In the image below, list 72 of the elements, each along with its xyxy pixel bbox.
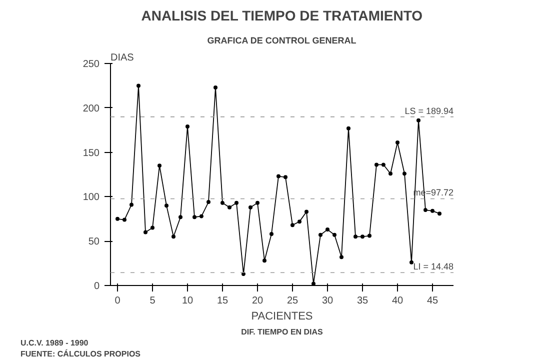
point [220,200,224,205]
point [262,258,266,263]
point [164,204,168,208]
ref-line-label: LS = 189.94 [404,106,454,116]
point [214,85,218,90]
point [242,272,246,276]
point [346,126,350,130]
point [186,124,190,129]
point [382,162,386,167]
text: DIF. TIEMPO EN DIAS [241,328,324,336]
x-tick-label: 0 [114,296,121,306]
point [410,260,414,264]
point [270,232,274,236]
point [122,218,126,222]
point [326,228,330,232]
x-tick-label: 40 [392,296,404,306]
point [430,208,434,213]
point [206,200,210,204]
point [304,210,308,214]
ref-line-label: LI = 14.48 [413,262,454,272]
point [318,232,322,237]
text: U.C.V. 1989 - 1990 [20,338,89,348]
point [192,215,196,220]
y-tick-label: 100 [82,192,100,204]
y-tick-label: 0 [94,281,100,292]
point [178,215,182,220]
point [144,230,148,234]
x-tick-label: 35 [356,296,368,306]
y-tick-label: 150 [82,148,100,159]
source-note: FUENTE: CÁLCULOS PROPIOS [20,348,142,358]
point [402,172,406,176]
x-tick-label: 15 [216,296,228,306]
y-tick-label: 50 [88,236,100,248]
y-axis-title: DIAS [110,52,134,64]
point [158,164,162,168]
x-tick-label: 30 [322,296,334,306]
point [234,200,238,205]
point [290,223,294,228]
point [416,118,420,122]
point [332,232,336,237]
point [298,220,302,224]
y-tick-label: 250 [82,59,100,70]
point [312,282,316,286]
point [172,234,176,239]
point [248,205,252,210]
point [256,200,260,205]
point [340,255,344,260]
point [368,234,372,238]
point [284,175,288,180]
point [388,172,392,176]
point [374,162,378,167]
y-tick-label: 200 [82,103,100,114]
point [200,214,204,218]
point [150,226,154,230]
x-tick-label: 25 [286,296,298,306]
point [136,84,140,88]
point [228,205,232,210]
point [424,208,428,212]
point [396,140,400,145]
point [130,202,134,207]
x-tick-label: 10 [182,296,194,306]
point [116,216,120,221]
chart-title: ANALISIS DEL TIEMPO DE TRATAMIENTO [141,8,423,24]
x-tick-label: 5 [150,296,156,306]
point [360,234,364,239]
point [276,174,280,178]
chart-subtitle: GRAFICA DE CONTROL GENERAL [207,36,357,46]
x-axis-title: PACIENTES [251,310,313,322]
point [438,212,442,216]
x-tick-label: 20 [252,296,264,306]
x-tick-label: 45 [426,296,438,306]
point [354,234,358,239]
